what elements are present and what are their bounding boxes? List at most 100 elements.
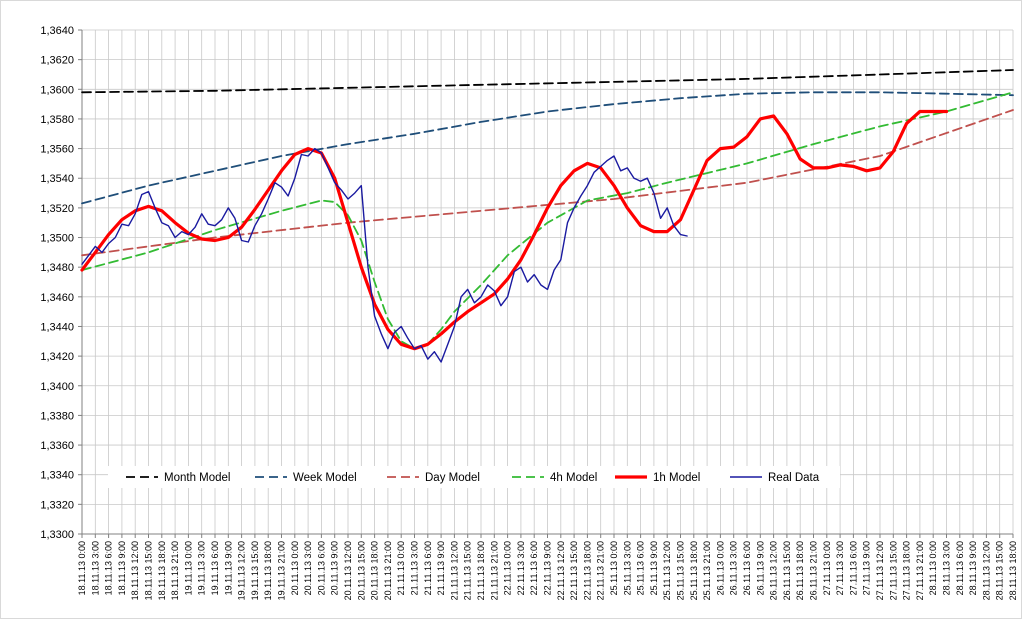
legend-item: Day Model [387,472,480,484]
x-tick-label: 19.11.13 6:00 [210,541,220,595]
legend-item: 1h Model [615,472,700,484]
x-tick-label: 18.11.13 18:00 [157,541,167,600]
x-tick-label: 18.11.13 15:00 [144,541,154,600]
legend-label: 4h Model [550,472,597,484]
y-tick-label: 1,3360 [40,440,74,452]
y-tick-label: 1,3540 [40,173,74,185]
x-tick-label: 28.11.13 9:00 [968,541,978,595]
x-tick-label: 25.11.13 9:00 [649,541,659,595]
x-tick-label: 20.11.13 3:00 [303,541,313,595]
x-tick-label: 25.11.13 0:00 [609,541,619,595]
y-tick-label: 1,3640 [40,25,74,37]
x-tick-label: 28.11.13 18:00 [1008,541,1018,600]
x-tick-label: 28.11.13 12:00 [981,541,991,600]
series-line-4h-model [81,91,1014,350]
legend-label: Day Model [425,472,480,484]
x-tick-label: 20.11.13 18:00 [370,541,380,600]
legend-item: Real Data [730,472,820,484]
x-tick-label: 26.11.13 6:00 [742,541,752,595]
y-tick-label: 1,3480 [40,262,74,274]
x-tick-label: 19.11.13 9:00 [223,541,233,595]
y-tick-label: 1,3440 [40,321,74,333]
x-tick-label: 18.11.13 6:00 [104,541,114,595]
x-tick-label: 22.11.13 12:00 [556,541,566,600]
y-tick-label: 1,3580 [40,114,74,126]
x-tick-label: 18.11.13 3:00 [90,541,100,595]
y-tick-label: 1,3300 [40,529,74,541]
x-tick-label: 26.11.13 3:00 [729,541,739,595]
x-tick-label: 27.11.13 0:00 [822,541,832,595]
x-tick-label: 19.11.13 0:00 [183,541,193,595]
y-tick-label: 1,3340 [40,470,74,482]
legend-item: 4h Model [512,472,597,484]
x-tick-label: 26.11.13 9:00 [755,541,765,595]
x-tick-label: 26.11.13 12:00 [769,541,779,600]
x-tick-label: 28.11.13 0:00 [928,541,938,595]
x-tick-label: 25.11.13 18:00 [689,541,699,600]
x-tick-label: 22.11.13 9:00 [543,541,553,595]
x-tick-label: 22.11.13 6:00 [529,541,539,595]
x-tick-label: 21.11.13 0:00 [396,541,406,595]
x-tick-label: 20.11.13 0:00 [290,541,300,595]
series-line-month-model [81,69,1014,94]
x-tick-label: 19.11.13 12:00 [237,541,247,600]
x-tick-label: 27.11.13 9:00 [862,541,872,595]
x-tick-label: 27.11.13 6:00 [848,541,858,595]
x-tick-label: 21.11.13 15:00 [463,541,473,600]
x-tick-label: 21.11.13 21:00 [489,541,499,600]
x-tick-label: 20.11.13 9:00 [330,541,340,595]
axes: 1,3300 1,3320 1,3340 1,3360 1,3380 1,3400 1,34… [40,25,1018,600]
x-tick-label: 18.11.13 0:00 [77,541,87,595]
y-tick-label: 1,3520 [40,203,74,215]
x-tick-label: 19.11.13 18:00 [263,541,273,600]
x-tick-label: 20.11.13 21:00 [383,541,393,600]
x-tick-label: 25.11.13 15:00 [676,541,686,600]
x-tick-label: 26.11.13 0:00 [715,541,725,595]
x-tick-label: 19.11.13 15:00 [250,541,260,600]
x-tick-label: 20.11.13 12:00 [343,541,353,600]
grid [81,29,1014,535]
x-tick-label: 21.11.13 6:00 [423,541,433,595]
y-tick-label: 1,3400 [40,381,74,393]
legend-label: 1h Model [653,472,700,484]
x-tick-label: 26.11.13 21:00 [809,541,819,600]
y-tick-label: 1,3420 [40,351,74,363]
legend-label: Real Data [768,472,820,484]
legend: Month Model Week Model Day Model 4h Model 1h… [108,466,840,488]
legend-box [108,466,840,488]
y-tick-label: 1,3500 [40,233,74,245]
x-tick-label: 21.11.13 12:00 [449,541,459,600]
x-tick-label: 22.11.13 18:00 [582,541,592,600]
legend-label: Month Model [164,472,230,484]
x-tick-label: 22.11.13 0:00 [503,541,513,595]
x-tick-label: 21.11.13 3:00 [410,541,420,595]
x-tick-label: 25.11.13 12:00 [662,541,672,600]
x-tick-label: 27.11.13 15:00 [888,541,898,600]
x-tick-label: 28.11.13 15:00 [995,541,1005,600]
x-tick-label: 19.11.13 21:00 [277,541,287,600]
x-tick-label: 21.11.13 18:00 [476,541,486,600]
x-tick-label: 26.11.13 18:00 [795,541,805,600]
series-line-real-data [81,147,688,363]
series [80,69,1014,363]
series-line-week-model [81,91,1014,205]
x-tick-label: 25.11.13 3:00 [622,541,632,595]
x-tick-label: 18.11.13 12:00 [130,541,140,600]
x-tick-label: 20.11.13 15:00 [356,541,366,600]
x-tick-label: 25.11.13 6:00 [636,541,646,595]
series-line-1h-model [80,109,949,351]
x-tick-label: 21.11.13 9:00 [436,541,446,595]
x-tick-label: 20.11.13 6:00 [316,541,326,595]
legend-label: Week Model [293,472,357,484]
x-tick-label: 22.11.13 3:00 [516,541,526,595]
y-tick-label: 1,3620 [40,55,74,67]
x-tick-label: 18.11.13 9:00 [117,541,127,595]
y-tick-label: 1,3380 [40,410,74,422]
x-tick-label: 25.11.13 21:00 [702,541,712,600]
legend-item: Week Model [255,472,357,484]
y-tick-label: 1,3600 [40,84,74,96]
x-tick-label: 22.11.13 15:00 [569,541,579,600]
x-tick-label: 19.11.13 3:00 [197,541,207,595]
